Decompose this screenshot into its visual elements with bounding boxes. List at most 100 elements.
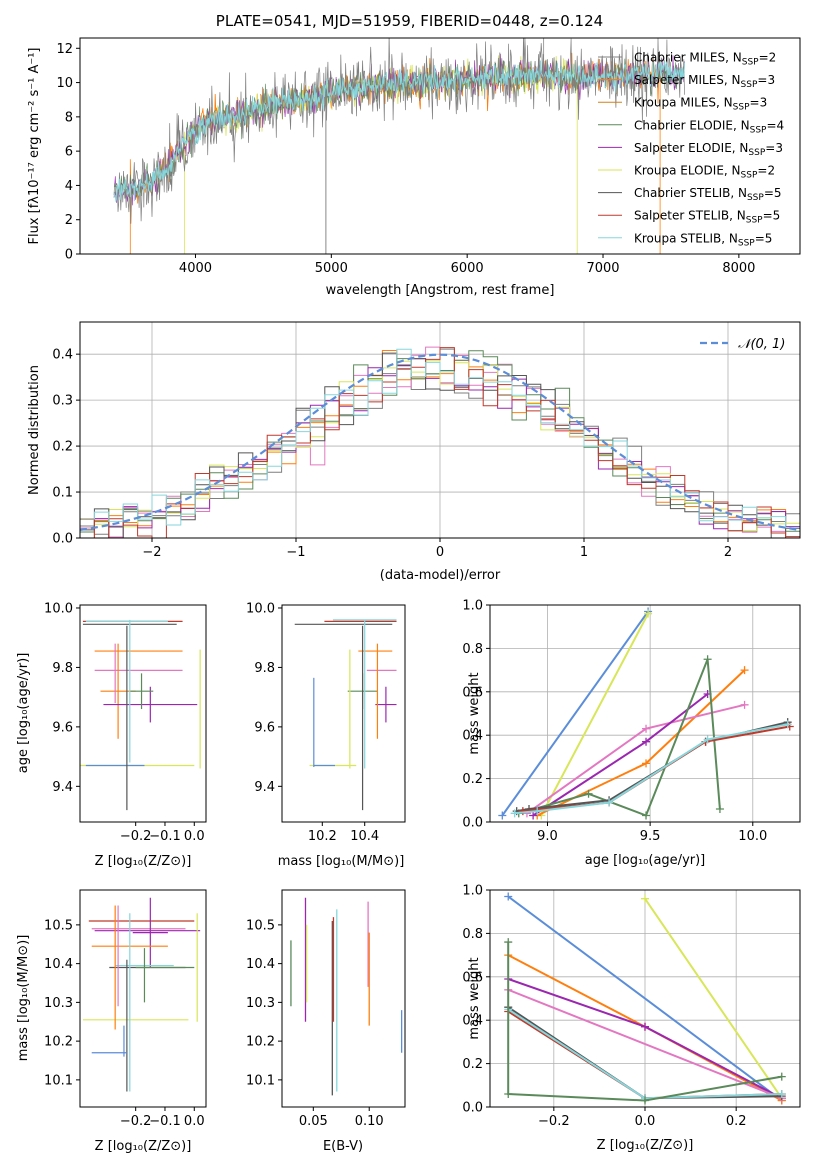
weight-marker — [510, 809, 519, 818]
y-tick-label: 0.8 — [462, 927, 483, 942]
y-tick-label: 0.4 — [462, 1014, 483, 1029]
weight-series — [518, 658, 721, 817]
y-tick-label: 9.6 — [254, 720, 275, 735]
y-tick-label: 1.0 — [462, 599, 483, 614]
x-axis-label: mass [log₁₀(M/M⊙)] — [278, 854, 405, 869]
x-tick-label: 1 — [580, 545, 588, 560]
legend-entry: Kroupa STELIB, NSSP=5 — [634, 231, 772, 248]
weight-marker — [641, 894, 649, 903]
x-tick-label: −0.2 — [538, 1114, 570, 1129]
x-tick-label: 10.4 — [350, 829, 379, 844]
y-tick-label: 9.8 — [254, 661, 275, 676]
legend-entry: 𝒩(0, 1) — [738, 337, 785, 352]
y-tick-label: 10.4 — [246, 957, 275, 972]
y-tick-label: 9.6 — [52, 720, 73, 735]
weight-marker — [777, 1072, 786, 1081]
figure-title: PLATE=0541, MJD=51959, FIBERID=0448, z=0… — [215, 12, 604, 30]
axes-frame — [281, 889, 406, 1108]
x-axis-label: (data-model)/error — [380, 568, 501, 583]
weight-series — [532, 693, 709, 817]
x-axis-label: wavelength [Angstrom, rest frame] — [326, 283, 555, 298]
y-tick-label: 2 — [65, 213, 73, 228]
x-axis-label: Z [log₁₀(Z/Z⊙)] — [95, 1139, 192, 1154]
x-tick-label: −0.1 — [149, 1114, 181, 1129]
y-tick-label: 1.0 — [462, 884, 483, 899]
weight-marker — [605, 798, 614, 807]
weight-marker — [518, 807, 527, 816]
weight-marker — [529, 811, 538, 820]
weight-marker — [740, 700, 749, 709]
x-tick-label: 4000 — [179, 261, 212, 276]
y-tick-label: 10.0 — [44, 601, 73, 616]
weight-marker — [504, 1089, 513, 1098]
y-tick-label: 0.2 — [52, 440, 73, 455]
weight-series — [507, 988, 783, 1100]
legend-entry: Salpeter ELODIE, NSSP=3 — [634, 141, 783, 158]
weight-marker — [642, 811, 651, 820]
y-tick-label: 0.4 — [462, 729, 483, 744]
histogram-series — [80, 348, 800, 529]
x-tick-label: 6000 — [451, 261, 484, 276]
axes-residuals: −2 −1 0 1 2 0.0 0.1 0.2 0.3 0.4 — [52, 322, 800, 560]
y-tick-label: 9.4 — [254, 780, 275, 795]
x-tick-label: 10.0 — [738, 829, 767, 844]
y-tick-label: 0.2 — [462, 1057, 483, 1072]
spectrum-series — [113, 38, 685, 224]
y-tick-label: 0.3 — [52, 394, 73, 409]
y-axis-label: mass weight — [467, 957, 482, 1039]
axes-frame — [79, 889, 207, 1108]
axes-frame — [79, 321, 801, 539]
weight-series — [540, 613, 649, 816]
x-axis-label: age [log₁₀(age/yr)] — [585, 853, 706, 868]
y-tick-label: 0.6 — [462, 685, 483, 700]
x-tick-label: 0.0 — [184, 1114, 205, 1129]
weight-marker — [644, 609, 653, 618]
axes-frame — [79, 604, 207, 823]
axes-frame — [489, 889, 801, 1108]
y-tick-label: 10.2 — [44, 1035, 73, 1050]
x-tick-label: 0.0 — [635, 1114, 656, 1129]
axes-age_mass: 10.2 10.4 9.4 9.6 9.8 10.0 — [246, 601, 379, 844]
x-tick-label: 8000 — [722, 261, 755, 276]
weight-marker — [641, 1022, 649, 1031]
histogram-series — [80, 347, 800, 538]
x-axis-label: Z [log₁₀(Z/Z⊙)] — [95, 854, 192, 869]
weight-series — [507, 942, 782, 1102]
plot-area-weight_age — [498, 607, 794, 820]
gaussian-curve — [80, 353, 800, 531]
x-tick-label: 5000 — [315, 261, 348, 276]
y-tick-label: 0.0 — [52, 532, 73, 547]
weight-marker — [642, 759, 651, 768]
plot-area-weight_Z — [504, 892, 786, 1105]
legend-entry: Chabrier STELIB, NSSP=5 — [634, 186, 782, 203]
y-axis-label: Flux [fλ10⁻¹⁷ erg cm⁻² s⁻¹ A⁻¹] — [27, 48, 42, 245]
y-tick-label: 0.4 — [52, 348, 73, 363]
legend-entry: Chabrier MILES, NSSP=2 — [634, 51, 776, 68]
weight-series — [507, 895, 783, 1102]
x-tick-label: 2 — [724, 545, 732, 560]
x-tick-label: 9.5 — [640, 829, 661, 844]
axes-spectrum: 4000 5000 6000 7000 8000 0 2 4 6 8 10 12 — [56, 42, 755, 276]
weight-marker — [777, 1089, 786, 1098]
x-axis-label: E(B-V) — [323, 1139, 363, 1154]
x-tick-label: −0.1 — [149, 829, 181, 844]
weight-marker — [642, 724, 651, 733]
x-tick-label: −0.2 — [120, 829, 152, 844]
legend-entry: Chabrier ELODIE, NSSP=4 — [634, 118, 784, 135]
y-tick-label: 10 — [56, 76, 73, 91]
y-tick-label: 10.3 — [246, 996, 275, 1011]
weight-marker — [642, 737, 651, 746]
weight-marker — [504, 892, 513, 901]
y-tick-label: 0.8 — [462, 642, 483, 657]
weight-marker — [715, 804, 724, 813]
y-tick-label: 0.0 — [462, 816, 483, 831]
x-tick-label: −1 — [286, 545, 305, 560]
y-tick-label: 10.1 — [44, 1073, 73, 1088]
weight-marker — [533, 807, 542, 816]
y-axis-label: Normed distribution — [27, 365, 42, 495]
legend-entry: Salpeter STELIB, NSSP=5 — [634, 209, 780, 226]
plot-area-mass_ebv — [290, 897, 403, 1096]
x-axis-label: Z [log₁₀(Z/Z⊙)] — [597, 1138, 694, 1153]
plot-area-residuals — [80, 346, 800, 538]
